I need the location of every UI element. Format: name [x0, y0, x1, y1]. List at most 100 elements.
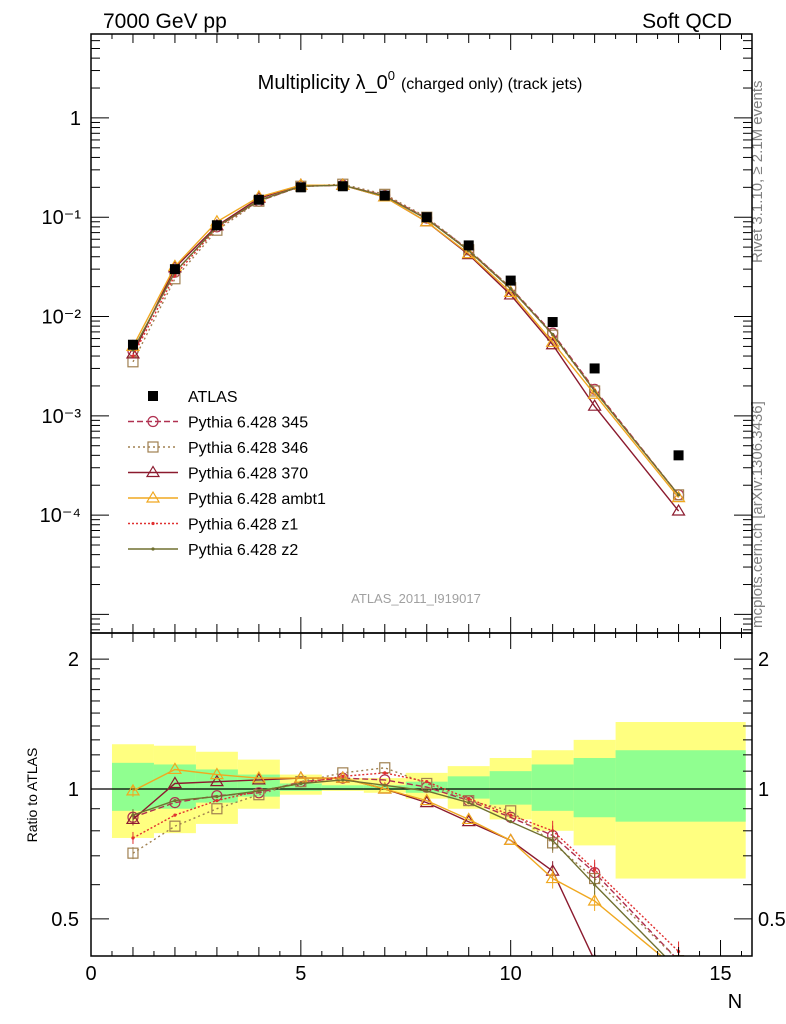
ratio-point-4-11 [593, 868, 597, 872]
ratio-point-4-6 [383, 771, 387, 775]
ratio-point-5-4 [299, 781, 303, 786]
main-point-4-0 [131, 354, 135, 358]
side-text-bottom: mcplots.cern.ch [arXiv:1306.3436] [749, 401, 766, 628]
main-point-5-11 [593, 389, 597, 393]
legend-label-4: Pythia 6.428 z1 [188, 517, 298, 534]
ratio-point-5-1 [173, 798, 177, 803]
main-line-2 [132, 184, 680, 512]
ratio-y-tick-label-left-0: 0.5 [51, 909, 79, 931]
legend-label-atlas: ATLAS [188, 389, 238, 406]
ratio-point-3-9 [503, 833, 518, 846]
ratio-point-5-0 [131, 813, 135, 817]
band-green-9 [489, 771, 532, 805]
ratio-point-2-2 [209, 774, 224, 787]
main-title-sup: 0 [388, 68, 395, 83]
main-point-3-12 [671, 490, 686, 503]
ratio-y-tick-label-left-1: 1 [68, 779, 79, 801]
ratio-series-group [125, 762, 685, 1024]
main-point-1-11 [589, 385, 601, 397]
main-y-tick-label-3: 10⁻¹ [42, 207, 82, 229]
ratio-point-5-9 [509, 820, 513, 824]
x-tick-label-3: 15 [709, 963, 731, 985]
ratio-point-3-0 [125, 783, 141, 796]
legend-marker-5 [151, 547, 155, 551]
main-y-tick-label-4: 1 [70, 108, 81, 130]
ratio-point-2-12 [673, 1015, 685, 1024]
main-y-tick-label-2: 10⁻² [42, 307, 82, 329]
band-green-11 [573, 758, 616, 818]
ratio-point-1-7 [421, 777, 433, 790]
x-tick-label-1: 5 [295, 963, 306, 985]
main-title: Multiplicity λ_00 (charged only) (track j… [258, 68, 583, 94]
header-left: 7000 GeV pp [103, 10, 227, 33]
ratio-frame [90, 632, 753, 957]
ratio-point-1-0 [127, 847, 139, 859]
main-title-text: Multiplicity λ_0 [258, 72, 388, 94]
main-point-5-12 [676, 493, 681, 497]
ratio-point-4-7 [425, 780, 429, 784]
side-text-top: Rivet 3.1.10, ≥ 2.1M events [749, 81, 766, 264]
main-point-2-11 [587, 399, 602, 411]
band-green-8 [447, 776, 490, 799]
main-y-tick-label-0: 10⁻⁴ [40, 505, 81, 527]
ref-point-12 [673, 450, 684, 461]
legend-marker-3 [145, 490, 161, 503]
x-tick-label-2: 10 [500, 963, 522, 985]
ratio-point-5-5 [341, 778, 345, 782]
ratio-y-tick-label-left-2: 2 [68, 649, 79, 671]
ratio-y-tick-label-right-2: 2 [758, 649, 769, 671]
ratio-point-3-10 [545, 871, 560, 884]
ratio-point-0-12 [675, 955, 682, 956]
ratio-point-4-2 [215, 798, 219, 803]
ratio-point-3-11 [587, 893, 602, 906]
header-right: Soft QCD [642, 10, 732, 33]
analysis-watermark: ATLAS_2011_I919017 [351, 591, 481, 606]
ratio-point-5-7 [425, 789, 429, 793]
ref-point-7 [421, 212, 432, 223]
main-title-sub: (charged only) (track jets) [401, 76, 582, 93]
band-green-5 [321, 785, 364, 790]
ratio-point-1-2 [211, 803, 223, 815]
ratio-point-3-2 [209, 767, 224, 780]
ratio-plot-area: 0 5 10 15 0.5 0.5 1 1 2 2 [51, 632, 786, 1024]
ref-point-8 [463, 240, 474, 251]
ref-point-3 [253, 194, 264, 205]
main-point-5-10 [551, 332, 555, 337]
main-point-1-10 [547, 329, 559, 341]
ratio-point-3-6 [377, 781, 392, 794]
ref-point-0 [127, 339, 138, 350]
legend-label-0: Pythia 6.428 345 [188, 415, 308, 432]
ref-point-4 [295, 182, 306, 193]
ratio-point-5-2 [215, 795, 219, 799]
ratio-point-2-0 [125, 812, 141, 825]
ratio-point-1-12 [672, 955, 685, 956]
ratio-point-4-1 [173, 813, 177, 817]
ratio-point-5-12 [677, 969, 680, 972]
main-point-2-10 [545, 337, 560, 350]
legend-marker-0 [147, 415, 159, 428]
ratio-y-tick-label-right-1: 1 [758, 779, 769, 801]
band-green-10 [531, 764, 574, 811]
ratio-point-5-11 [593, 883, 597, 887]
band-green-12 [615, 750, 746, 822]
ratio-line-1 [132, 767, 675, 956]
ref-point-9 [505, 275, 516, 286]
legend-label-3: Pythia 6.428 ambt1 [188, 491, 326, 508]
main-point-2-0 [125, 346, 141, 359]
legend-label-1: Pythia 6.428 346 [188, 440, 308, 457]
ref-point-5 [337, 181, 348, 192]
ref-point-11 [589, 363, 600, 374]
ratio-point-3-7 [419, 793, 434, 806]
x-tick-label-0: 0 [85, 963, 96, 985]
ref-point-1 [169, 264, 180, 275]
main-reference-points [127, 181, 684, 461]
main-point-3-10 [545, 335, 560, 347]
main-point-2-12 [671, 503, 686, 516]
legend-marker-atlas [148, 391, 158, 401]
main-y-tick-label-1: 10⁻³ [42, 406, 82, 428]
ratio-point-3-1 [167, 762, 182, 775]
ratio-point-3-12 [673, 964, 685, 974]
ref-point-10 [547, 317, 558, 328]
